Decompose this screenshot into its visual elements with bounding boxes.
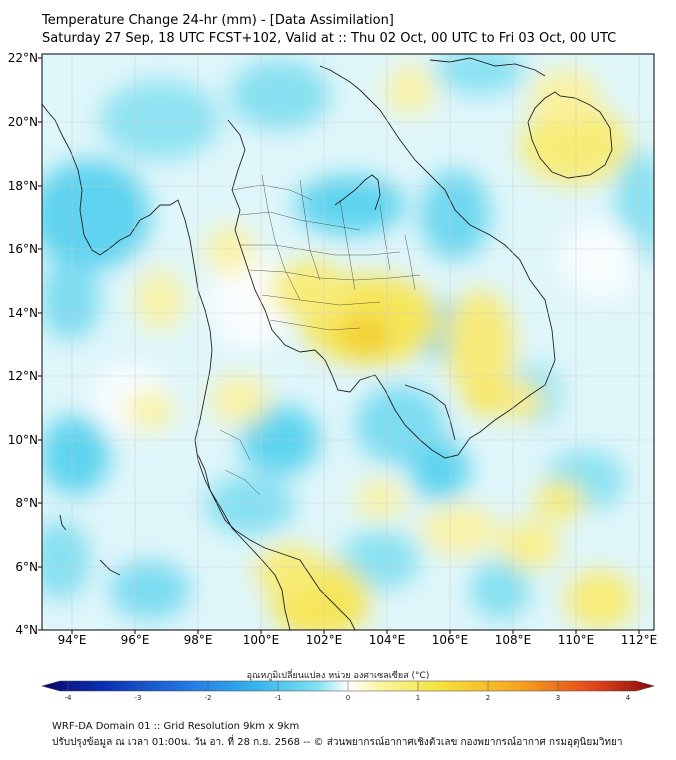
lon-label: 108°E	[494, 633, 532, 647]
colorbar-tick-label: 1	[415, 694, 421, 702]
model-info: WRF-DA Domain 01 :: Grid Resolution 9km …	[52, 721, 300, 732]
colorbar-tick-label: 3	[555, 694, 561, 702]
colorbar-tick-label: -1	[274, 694, 282, 702]
map-title: Temperature Change 24-hr (mm) - [Data As…	[42, 13, 394, 28]
grid-lines	[42, 54, 654, 630]
lat-label: 16°N	[7, 242, 38, 256]
lat-label: 4°N	[15, 623, 38, 637]
colorbar-tick-label: 4	[625, 694, 631, 702]
lon-label: 106°E	[431, 633, 469, 647]
coastline-layer	[42, 57, 613, 630]
lat-label: 20°N	[7, 115, 38, 129]
colorbar-tick-label: 2	[485, 694, 491, 702]
lat-label: 12°N	[7, 369, 38, 383]
lat-label: 22°N	[7, 51, 38, 65]
colorbar-tick-label: -3	[134, 694, 142, 702]
colorbar-tick-label: -4	[64, 694, 72, 702]
colorbar-tick-label: 0	[345, 694, 351, 702]
lat-label: 8°N	[15, 496, 38, 510]
lon-label: 104°E	[368, 633, 406, 647]
colorbar-title: อุณหภูมิเปลี่ยนแปลง หน่วย องศาเซลเซียส (…	[246, 671, 430, 681]
lat-label: 10°N	[7, 433, 38, 447]
colorbar-tick-label: -2	[204, 694, 212, 702]
lon-label: 110°E	[557, 633, 595, 647]
update-credit: ปรับปรุงข้อมูล ณ เวลา 01:00น. วัน อา. ที…	[52, 737, 623, 748]
lon-label: 96°E	[120, 633, 150, 647]
lat-label: 6°N	[15, 560, 38, 574]
lat-label: 14°N	[7, 306, 38, 320]
lon-label: 102°E	[305, 633, 343, 647]
lon-label: 98°E	[183, 633, 213, 647]
lat-label: 18°N	[7, 179, 38, 193]
province-boundaries	[219, 174, 421, 496]
lon-label: 94°E	[57, 633, 87, 647]
map-frame	[41, 53, 655, 631]
map-subtitle: Saturday 27 Sep, 18 UTC FCST+102, Valid …	[42, 31, 617, 46]
lon-label: 112°E	[620, 633, 658, 647]
lon-label: 100°E	[242, 633, 280, 647]
temperature-field	[42, 54, 654, 630]
axis-ticks	[38, 57, 640, 634]
colorbar	[40, 680, 656, 692]
